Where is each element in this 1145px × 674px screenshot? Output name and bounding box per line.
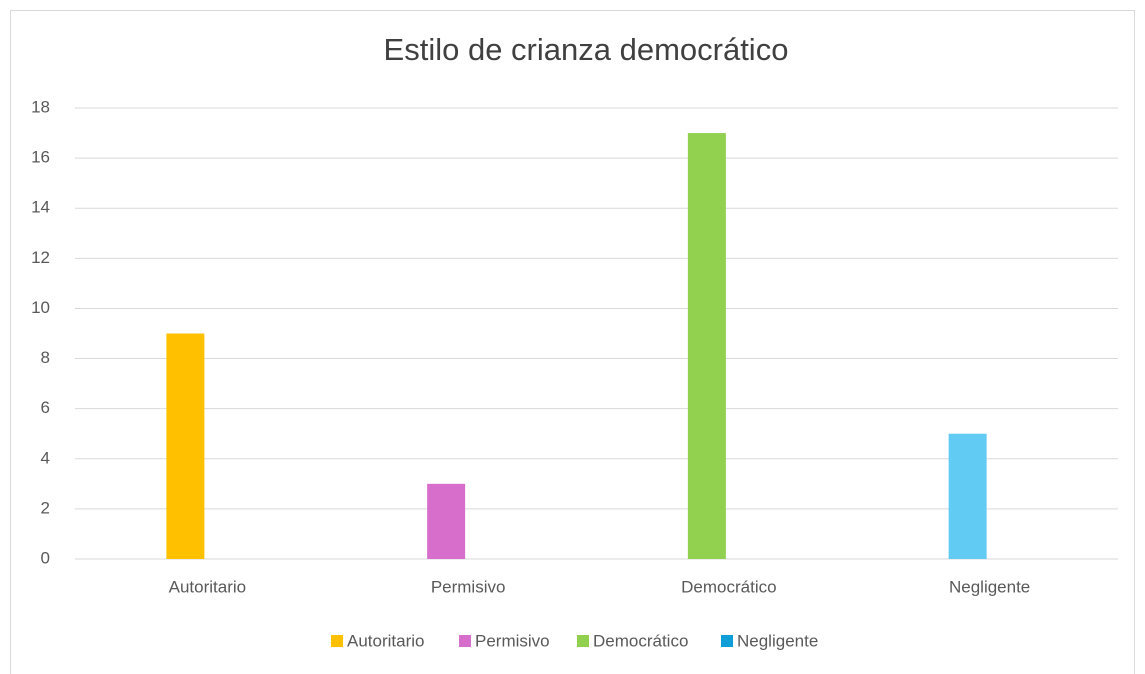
chart-title: Estilo de crianza democrático: [384, 32, 789, 67]
bar: [687, 133, 726, 560]
y-tick-label: 16: [31, 148, 50, 167]
y-tick-label: 14: [31, 198, 50, 217]
legend-swatch: [459, 635, 471, 647]
legend-swatch: [721, 635, 733, 647]
legend-label: Democrático: [593, 631, 688, 650]
bar: [427, 483, 466, 559]
y-tick-label: 4: [41, 448, 50, 467]
legend-label: Permisivo: [475, 631, 550, 650]
legend-swatch: [331, 635, 343, 647]
y-tick-label: 0: [41, 548, 50, 567]
y-tick-label: 12: [31, 248, 50, 267]
legend-swatch: [577, 635, 589, 647]
bar: [166, 333, 205, 559]
legend-label: Negligente: [737, 631, 818, 650]
x-tick-label: Permisivo: [431, 577, 506, 596]
y-tick-label: 2: [41, 498, 50, 517]
legend-label: Autoritario: [347, 631, 424, 650]
x-tick-label: Autoritario: [169, 577, 246, 596]
bar: [948, 433, 987, 559]
y-tick-label: 6: [41, 398, 50, 417]
y-tick-label: 10: [31, 298, 50, 317]
y-tick-label: 18: [31, 97, 50, 116]
x-tick-label: Democrático: [681, 577, 776, 596]
y-tick-label: 8: [41, 348, 50, 367]
x-tick-label: Negligente: [949, 577, 1030, 596]
